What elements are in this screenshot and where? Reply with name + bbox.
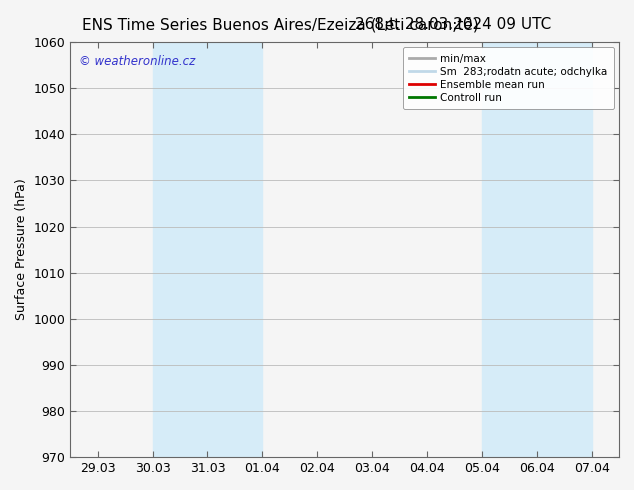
Text: © weatheronline.cz: © weatheronline.cz xyxy=(79,54,195,68)
Y-axis label: Surface Pressure (hPa): Surface Pressure (hPa) xyxy=(15,179,28,320)
Text: ENS Time Series Buenos Aires/Ezeiza (Leti caron;tě): ENS Time Series Buenos Aires/Ezeiza (Let… xyxy=(82,17,479,33)
Bar xyxy=(482,42,592,457)
Text: 268;t. 28.03.2024 09 UTC: 268;t. 28.03.2024 09 UTC xyxy=(355,17,552,32)
Legend: min/max, Sm  283;rodatn acute; odchylka, Ensemble mean run, Controll run: min/max, Sm 283;rodatn acute; odchylka, … xyxy=(403,47,614,109)
Bar xyxy=(153,42,262,457)
